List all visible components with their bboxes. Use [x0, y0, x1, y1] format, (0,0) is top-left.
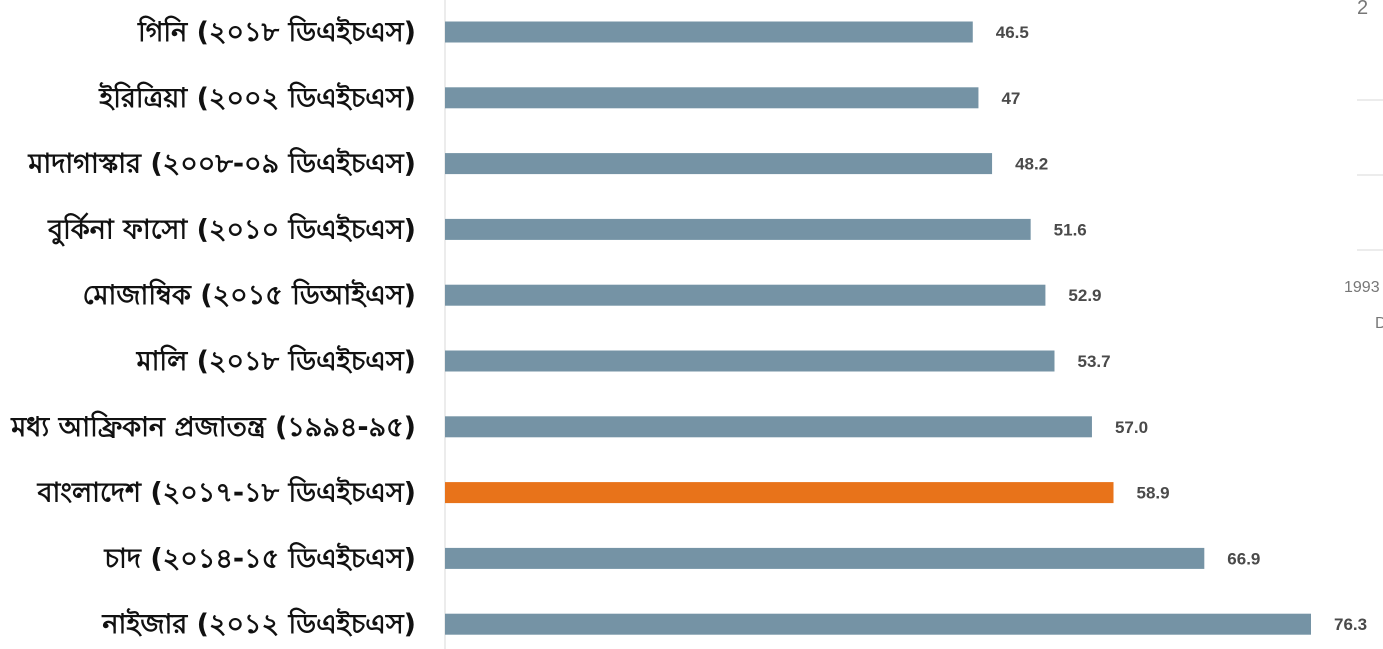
bar: [445, 284, 1046, 306]
category-label: গিনি (২০১৮ ডিএইচএস): [137, 15, 416, 48]
fragment-text-year: 1993: [1344, 279, 1380, 296]
bar: [445, 547, 1205, 569]
bars: [445, 21, 1311, 635]
category-label: বাংলাদেশ (২০১৭-১৮ ডিএইচএস): [37, 476, 416, 509]
category-label: মালি (২০১৮ ডিএইচএস): [136, 344, 416, 377]
bar: [445, 218, 1031, 240]
bar: [445, 87, 979, 109]
category-labels: গিনি (২০১৮ ডিএইচএস) ইরিত্রিয়া (২০০২ ডিএই…: [10, 15, 416, 640]
bar: [445, 416, 1092, 438]
fragment-text-top: 2: [1357, 0, 1368, 19]
bar: [445, 350, 1055, 372]
bar-value-label: 76.3: [1334, 615, 1367, 634]
bar-value-label: 53.7: [1077, 352, 1110, 371]
bar: [445, 153, 993, 175]
bar-value-label: 66.9: [1227, 549, 1260, 568]
category-label: মোজাম্বিক (২০১৫ ডিআইএস): [83, 278, 416, 311]
bar: [445, 482, 1114, 504]
category-label: মাদাগাস্কার (২০০৮-০৯ ডিএইচএস): [27, 147, 416, 180]
category-label: বুর্কিনা ফাসো (২০১০ ডিএইচএস): [47, 212, 416, 246]
bar-value-label: 48.2: [1015, 155, 1048, 174]
category-label: ইরিত্রিয়া (২০০২ ডিএইচএস): [98, 81, 416, 114]
category-label: চাদ (২০১৪-১৫ ডিএইচএস): [103, 541, 416, 574]
fragment-text-bottom: D: [1375, 315, 1383, 332]
bar-value-label: 46.5: [996, 23, 1029, 42]
bar-value-label: 47: [1001, 89, 1020, 108]
bar-value-label: 58.9: [1137, 484, 1170, 503]
value-labels: 46.5 47 48.2 51.6 52.9 53.7 57.0 58.9 66.9 76.3: [996, 23, 1367, 634]
bar-value-label: 57.0: [1115, 418, 1148, 437]
bar: [445, 21, 973, 43]
adjacent-chart-fragment: 2 1993 D: [1344, 0, 1383, 332]
bar: [445, 613, 1311, 635]
category-label: নাইজার (২০১২ ডিএইচএস): [101, 607, 416, 640]
category-label: মধ্য আফ্রিকান প্রজাতন্ত্র (১৯৯৪-৯৫): [10, 410, 416, 443]
bar-value-label: 51.6: [1054, 220, 1087, 239]
bar-value-label: 52.9: [1068, 286, 1101, 305]
